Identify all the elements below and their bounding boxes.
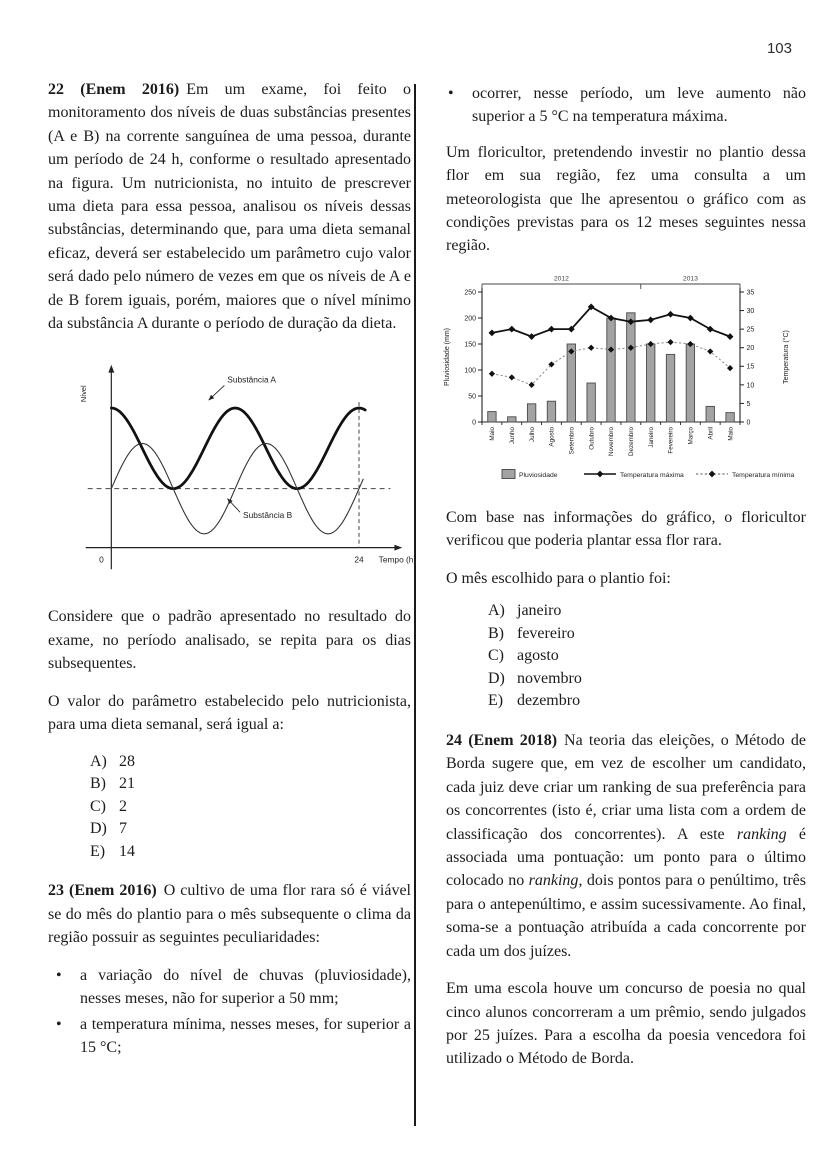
- option-22-a: A) 28: [90, 752, 135, 770]
- question-22-options: A) 28 B) 21 C) 2 D) 7 E) 14: [48, 751, 411, 864]
- svg-text:10: 10: [747, 382, 755, 389]
- question-24-paragraph-2: Em uma escola houve um concurso de poesi…: [446, 980, 806, 1068]
- paragraph-considere: Considere que o padrão apresentado no re…: [48, 608, 411, 673]
- svg-text:0: 0: [472, 419, 476, 426]
- svg-text:30: 30: [747, 308, 755, 315]
- option-22-b: B) 21: [90, 775, 135, 793]
- svg-text:Setembro: Setembro: [569, 426, 576, 454]
- svg-text:150: 150: [464, 341, 476, 348]
- page-number: 103: [766, 40, 792, 57]
- svg-text:Fevereiro: Fevereiro: [668, 426, 675, 453]
- svg-text:Dezembro: Dezembro: [628, 426, 635, 456]
- svg-text:Substância B: Substância B: [243, 511, 293, 521]
- question-23-bullet-continuation: ocorrer, nesse período, um leve aumento …: [446, 82, 806, 129]
- question-23-body: O cultivo de uma flor rara só é viável s…: [48, 882, 411, 947]
- option-22-d: D) 7: [90, 820, 127, 838]
- question-23-lead: 23 (Enem 2016): [48, 882, 157, 900]
- svg-text:250: 250: [464, 289, 476, 296]
- svg-text:2013: 2013: [683, 275, 698, 282]
- question-23-paragraph: 23 (Enem 2016) O cultivo de uma flor rara…: [48, 879, 411, 949]
- bullet-temperatura-minima: a temperatura mínima, nesses meses, for …: [48, 1013, 411, 1060]
- svg-text:Abril: Abril: [707, 427, 714, 440]
- question-24-paragraph: 24 (Enem 2018) Na teoria das eleições, o …: [446, 729, 806, 963]
- bullet-pluviosidade: a variação do nível de chuvas (pluviosid…: [48, 964, 411, 1011]
- question-23-options: A) janeiro B) fevereiro C) agosto D) novembr…: [446, 600, 806, 713]
- svg-text:Março: Março: [688, 426, 695, 444]
- svg-text:200: 200: [464, 315, 476, 322]
- svg-text:Maio: Maio: [727, 426, 734, 440]
- svg-text:Julho: Julho: [529, 426, 536, 442]
- svg-text:Outubro: Outubro: [588, 426, 595, 449]
- substance-level-figure: Substância A Substância B Nível 0 24 Tempo (h…: [79, 365, 417, 570]
- svg-text:Pluviosidade: Pluviosidade: [519, 472, 558, 479]
- paragraph-parametro: O valor do parâmetro estabelecido pelo n…: [48, 692, 411, 734]
- right-column: ocorrer, nesse período, um leve aumento …: [444, 78, 806, 1085]
- option-23-e: E) dezembro: [488, 692, 581, 710]
- paragraph-floricultor: Um floricultor, pretendendo investir no …: [446, 143, 806, 255]
- left-column: 22 (Enem 2016) Em um exame, foi feito o m…: [48, 78, 416, 1071]
- svg-text:2012: 2012: [554, 275, 569, 282]
- svg-text:Temperatura mínima: Temperatura mínima: [732, 472, 795, 479]
- svg-text:50: 50: [468, 393, 476, 400]
- option-23-d: D) novembro: [488, 669, 582, 687]
- question-22-body: Em um exame, foi feito o monitoramento d…: [48, 81, 412, 333]
- bullet-temperatura-maxima: ocorrer, nesse período, um leve aumento …: [446, 82, 806, 129]
- svg-text:5: 5: [747, 401, 751, 408]
- option-22-c: C) 2: [90, 797, 127, 815]
- question-22-lead: 22 (Enem 2016): [48, 81, 180, 98]
- climate-chart: 2012 2013 0 50 100 150 200 250 0 5 10 15 20 25 30 35 Mai…: [444, 275, 795, 479]
- svg-text:15: 15: [747, 364, 755, 371]
- option-23-b: B) fevereiro: [488, 624, 575, 642]
- svg-text:Substância A: Substância A: [227, 375, 276, 385]
- svg-text:Tempo (h): Tempo (h): [379, 555, 417, 565]
- svg-text:Janeiro: Janeiro: [648, 426, 655, 447]
- svg-text:Temperatura máxima: Temperatura máxima: [620, 472, 684, 479]
- question-24-body: Na teoria das eleições, o Método de Bord…: [446, 732, 807, 960]
- option-23-c: C) agosto: [488, 647, 559, 665]
- svg-text:Temperatura (°C): Temperatura (°C): [782, 330, 790, 384]
- svg-text:0: 0: [99, 555, 104, 565]
- svg-text:24: 24: [354, 555, 364, 565]
- column-divider: [414, 84, 416, 1126]
- svg-text:35: 35: [747, 289, 755, 296]
- svg-text:0: 0: [747, 419, 751, 426]
- paragraph-combase: Com base nas informações do gráfico, o f…: [446, 508, 806, 550]
- svg-text:20: 20: [747, 345, 755, 352]
- svg-text:Maio: Maio: [489, 426, 496, 440]
- option-22-e: E) 14: [90, 842, 135, 860]
- svg-text:Junho: Junho: [509, 426, 516, 444]
- paragraph-mes-escolhido: O mês escolhido para o plantio foi:: [446, 569, 671, 587]
- question-24-lead: 24 (Enem 2018): [446, 732, 558, 750]
- svg-text:Agosto: Agosto: [549, 426, 556, 446]
- option-23-a: A) janeiro: [488, 602, 562, 620]
- svg-text:25: 25: [747, 326, 755, 333]
- svg-text:Pluviosidade (mm): Pluviosidade (mm): [444, 328, 451, 386]
- question-22-paragraph: 22 (Enem 2016) Em um exame, foi feito o m…: [48, 78, 411, 335]
- svg-text:Nível: Nível: [79, 385, 88, 402]
- svg-text:Novembro: Novembro: [608, 426, 615, 456]
- svg-text:100: 100: [464, 367, 476, 374]
- question-23-bullets: a variação do nível de chuvas (pluviosid…: [48, 964, 411, 1060]
